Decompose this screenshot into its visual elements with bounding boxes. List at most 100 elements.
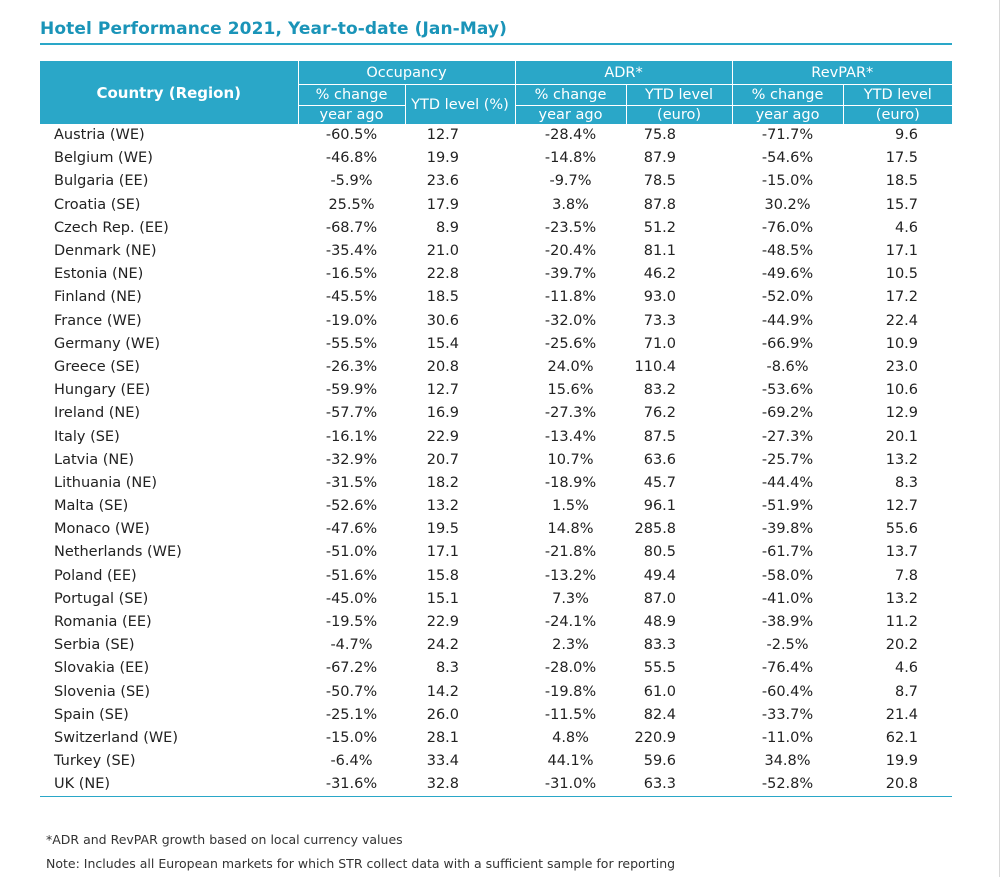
table-row: Slovakia (EE) -67.2% 8.3 -28.0% 55.5 -76.4% 4.… [40,657,952,680]
table-row: Latvia (NE) -32.9% 20.7 10.7% 63.6 -25.7% 13.2 [40,449,952,472]
cell-occ-pct: -50.7% [325,683,378,700]
cell-adr-pct: -11.8% [544,289,597,306]
cell-occ-level: 24.2 [426,637,460,654]
cell-occ-level: 17.9 [426,196,460,213]
table-row: Czech Rep. (EE) -68.7% 8.9 -23.5% 51.2 -76.0%… [40,217,952,240]
table-row: Germany (WE) -55.5% 15.4 -25.6% 71.0 -66.9% 10… [40,333,952,356]
cell-adr-level: 63.6 [643,451,677,468]
table-row: Turkey (SE) -6.4% 33.4 44.1% 59.6 34.8% 19.9 [40,750,952,773]
cell-rev-level: 8.3 [894,474,919,491]
cell-adr-pct: -31.0% [515,773,627,798]
cell-occ-pct: -4.7% [330,637,373,654]
cell-rev-level: 4.6 [894,660,919,677]
cell-occ-level: 22.8 [426,266,460,283]
cell-adr-pct: -14.8% [544,150,597,167]
cell-rev-level: 7.8 [894,567,919,584]
cell-rev-pct: -52.0% [761,289,814,306]
table-row: Switzerland (WE) -15.0% 28.1 4.8% 220.9 -11.0… [40,727,952,750]
cell-occ-pct: -16.1% [325,428,378,445]
cell-country: Czech Rep. (EE) [54,219,169,236]
cell-occ-pct: -47.6% [325,521,378,538]
cell-occ-level: 15.8 [426,567,460,584]
table-row: Italy (SE) -16.1% 22.9 -13.4% 87.5 -27.3% 20.1 [40,425,952,448]
table-row: Netherlands (WE) -51.0% 17.1 -21.8% 80.5 -61.… [40,541,952,564]
cell-adr-level: 93.0 [643,289,677,306]
cell-occ-level: 30.6 [426,312,460,329]
cell-occ-level: 18.5 [426,289,460,306]
cell-adr-pct: 15.6% [547,382,594,399]
cell-rev-pct: -2.5% [766,637,809,654]
table-row: Austria (WE) -60.5% 12.7 -28.4% 75.8 -71.7% 9.… [40,124,952,147]
cell-occ-pct: -57.7% [325,405,378,422]
cell-adr-pct: -28.4% [544,127,597,144]
header-row-sub1: % change YTD level (%) % change YTD leve… [40,84,953,124]
cell-rev-pct: -60.4% [761,683,814,700]
cell-rev-pct: -66.9% [761,335,814,352]
cell-country: Slovenia (SE) [54,683,150,700]
footnote-note: Note: Includes all European markets for … [46,856,676,871]
cell-occ-level: 12.7 [426,382,460,399]
cell-adr-level: 80.5 [643,544,677,561]
cell-rev-pct: -27.3% [761,428,814,445]
table-row: Bulgaria (EE) -5.9% 23.6 -9.7% 78.5 -15.0% 18.… [40,170,952,193]
cell-occ-pct: -60.5% [325,127,378,144]
cell-country: Slovakia (EE) [54,660,150,677]
cell-occ-level: 32.8 [405,773,516,798]
cell-rev-level: 13.7 [885,544,919,561]
cell-rev-pct: -76.4% [761,660,814,677]
table-row: France (WE) -19.0% 30.6 -32.0% 73.3 -44.9% 22.… [40,310,952,333]
table-row: Hungary (EE) -59.9% 12.7 15.6% 83.2 -53.6% 10.… [40,379,952,402]
table-row: Poland (EE) -51.6% 15.8 -13.2% 49.4 -58.0% 7.8 [40,565,952,588]
cell-adr-level: 76.2 [643,405,677,422]
table-row: Monaco (WE) -47.6% 19.5 14.8% 285.8 -39.8% 55.… [40,518,952,541]
table-body: Austria (WE) -60.5% 12.7 -28.4% 75.8 -71.7% 9.… [40,124,953,798]
cell-occ-level: 22.9 [426,428,460,445]
cell-rev-level: 18.5 [885,173,919,190]
cell-occ-pct: -31.5% [325,474,378,491]
cell-country: Finland (NE) [54,289,142,306]
cell-country: Denmark (NE) [54,243,157,260]
cell-adr-level: 96.1 [643,498,677,515]
table-row: Greece (SE) -26.3% 20.8 24.0% 110.4 -8.6% 23.0 [40,356,952,379]
cell-occ-pct: -32.9% [325,451,378,468]
cell-occ-level: 23.6 [426,173,460,190]
cell-adr-pct: -39.7% [544,266,597,283]
header-occ-level: YTD level (%) [404,84,516,124]
cell-rev-pct: -38.9% [761,614,814,631]
cell-country: Turkey (SE) [54,753,136,770]
table-row: Ireland (NE) -57.7% 16.9 -27.3% 76.2 -69.2% 12… [40,402,952,425]
header-row-sub2: year ago year ago (euro) year ago (euro) [40,105,953,124]
cell-rev-level: 12.7 [885,498,919,515]
cell-adr-pct: 2.3% [552,637,589,654]
cell-country: Germany (WE) [54,335,161,352]
cell-occ-level: 8.3 [435,660,460,677]
footnote-currency: *ADR and RevPAR growth based on local cu… [46,832,403,847]
cell-rev-level: 10.6 [885,382,919,399]
cell-adr-level: 46.2 [643,266,677,283]
cell-occ-level: 20.7 [426,451,460,468]
cell-adr-level: 51.2 [643,219,677,236]
cell-occ-pct: -5.9% [330,173,373,190]
cell-country: Hungary (EE) [54,382,151,399]
cell-rev-pct: -69.2% [761,405,814,422]
cell-adr-level: 83.3 [643,637,677,654]
cell-rev-pct: -39.8% [761,521,814,538]
cell-adr-level: 45.7 [643,474,677,491]
cell-rev-level: 15.7 [885,196,919,213]
cell-country: Romania (EE) [54,614,152,631]
cell-rev-level: 12.9 [885,405,919,422]
cell-rev-pct: 30.2% [764,196,811,213]
cell-country: UK (NE) [40,773,298,798]
cell-rev-pct: -54.6% [761,150,814,167]
header-adr-level-line2: (euro) [625,105,733,124]
cell-adr-level: 285.8 [634,521,677,538]
cell-occ-level: 28.1 [426,729,460,746]
header-country: Country (Region) [40,61,298,124]
cell-adr-pct: 1.5% [552,498,589,515]
cell-rev-pct: -51.9% [761,498,814,515]
header-occupancy: Occupancy [297,61,516,85]
cell-rev-pct: -58.0% [761,567,814,584]
cell-occ-pct: -19.0% [325,312,378,329]
cell-occ-pct: -67.2% [325,660,378,677]
cell-rev-level: 13.2 [885,451,919,468]
